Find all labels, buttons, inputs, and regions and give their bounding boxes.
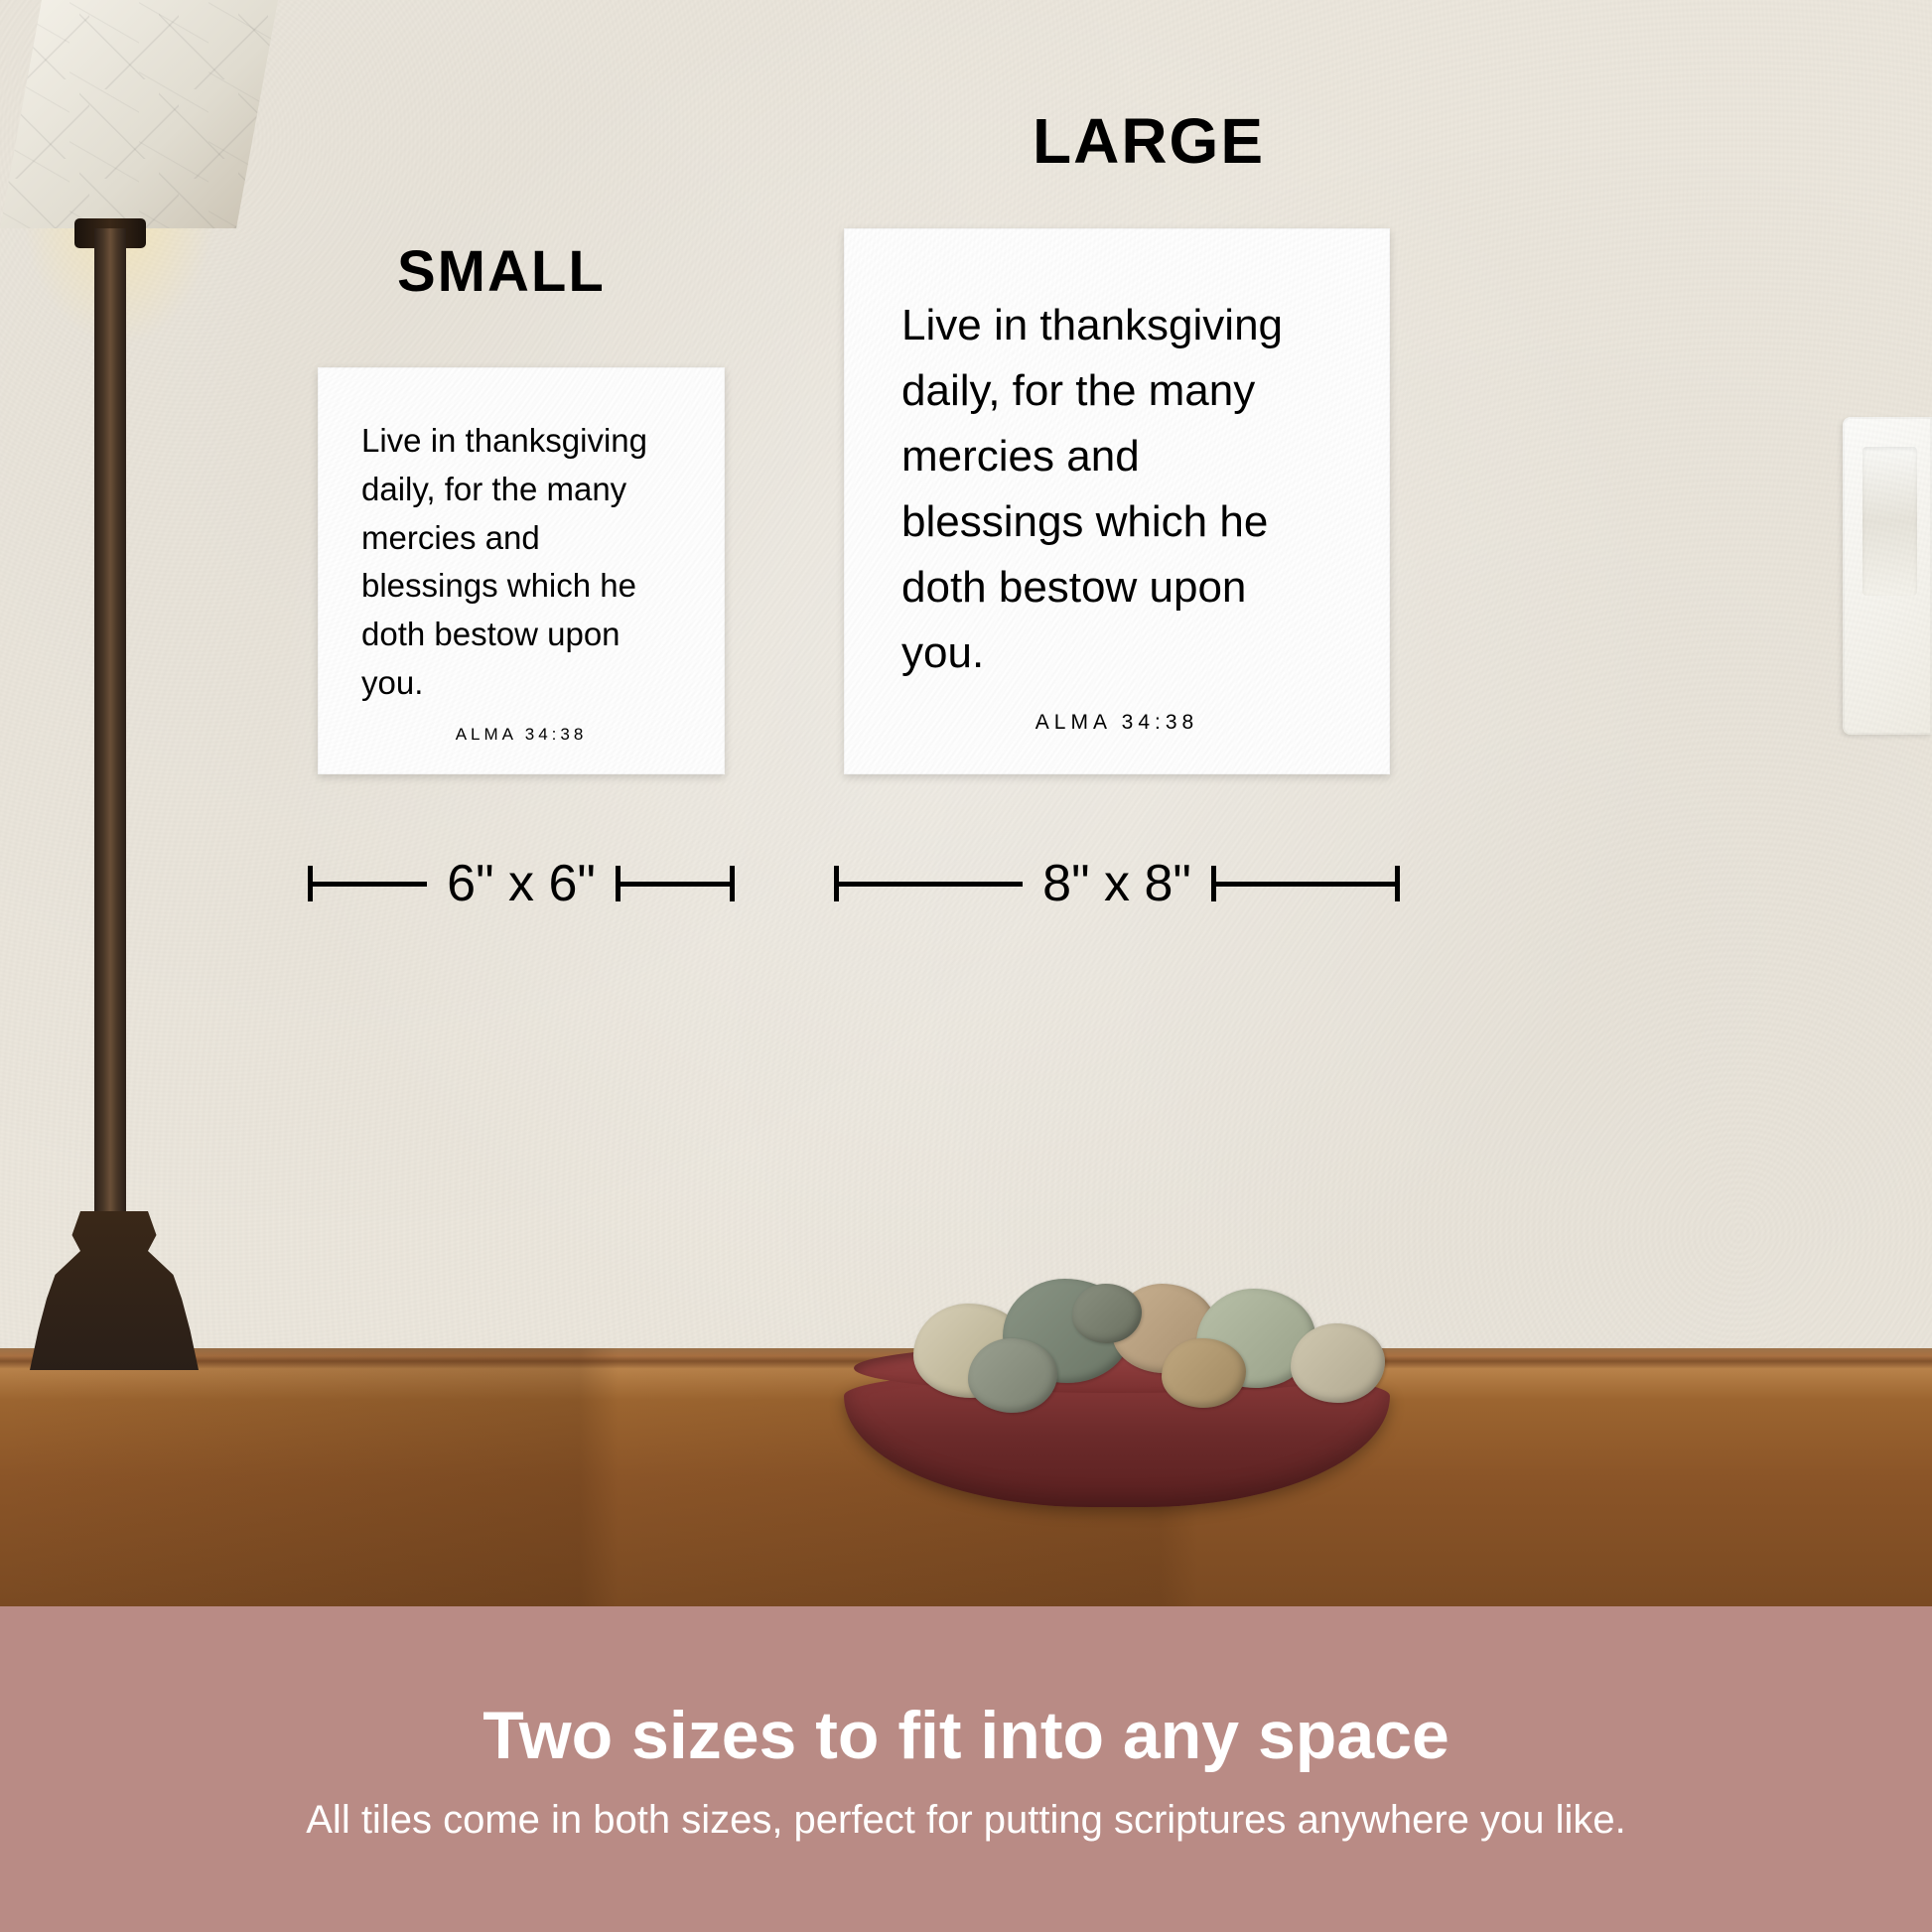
product-scene: SMALL LARGE Live in thanksgiving daily, …: [0, 0, 1932, 1606]
dimension-arrow-right-icon: [1211, 882, 1400, 887]
lamp-pole: [94, 228, 126, 1211]
dimension-small: 6" x 6": [308, 854, 735, 913]
banner-subtitle: All tiles come in both sizes, perfect fo…: [306, 1798, 1626, 1843]
rock-icon: [1162, 1338, 1246, 1408]
lamp-shade: [0, 0, 278, 228]
dimension-arrow-left-icon: [834, 882, 1023, 887]
wall-background: SMALL LARGE Live in thanksgiving daily, …: [0, 0, 1932, 1370]
light-switch-rocker: [1863, 447, 1917, 596]
dimension-large-text: 8" x 8": [1042, 854, 1191, 913]
lamp-base: [30, 1211, 199, 1370]
tile-large: Live in thanksgiving daily, for the many…: [844, 228, 1390, 774]
tile-large-reference: ALMA 34:38: [901, 711, 1332, 735]
tile-small: Live in thanksgiving daily, for the many…: [318, 367, 725, 774]
dimension-large: 8" x 8": [834, 854, 1400, 913]
dimension-arrow-left-icon: [308, 882, 427, 887]
info-banner: Two sizes to fit into any space All tile…: [0, 1606, 1932, 1932]
size-label-small: SMALL: [397, 238, 606, 305]
light-switch-plate: [1843, 417, 1932, 735]
size-label-large: LARGE: [1033, 104, 1265, 178]
tile-small-reference: ALMA 34:38: [361, 725, 681, 745]
rock-icon: [968, 1338, 1057, 1413]
lamp: [0, 0, 278, 1370]
rock-icon: [1072, 1284, 1142, 1343]
tile-small-verse: Live in thanksgiving daily, for the many…: [361, 417, 681, 725]
dimension-small-text: 6" x 6": [447, 854, 596, 913]
dimension-arrow-right-icon: [616, 882, 735, 887]
tile-large-verse: Live in thanksgiving daily, for the many…: [901, 293, 1332, 711]
decorative-bowl: [844, 1309, 1390, 1507]
banner-title: Two sizes to fit into any space: [483, 1697, 1449, 1774]
rock-icon: [1291, 1323, 1385, 1403]
